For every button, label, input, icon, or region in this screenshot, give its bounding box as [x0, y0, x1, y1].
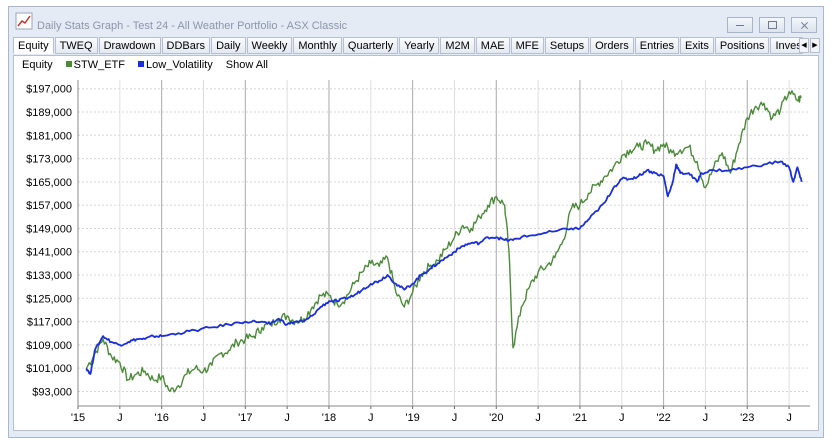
y-tick-label: $93,000 [32, 386, 72, 398]
x-tick-label: J [703, 412, 709, 424]
x-tick-label: '17 [238, 412, 252, 424]
x-tick-label: '23 [740, 412, 754, 424]
legend-swatch [65, 61, 72, 67]
legend-swatch [138, 61, 145, 67]
tab-tweq[interactable]: TWEQ [54, 37, 98, 54]
legend-item-stw-etf[interactable]: STW_ETF [65, 59, 125, 71]
tab-exits[interactable]: Exits [680, 37, 714, 54]
tab-investments[interactable]: Inves [770, 37, 803, 54]
x-tick-label: J [535, 412, 541, 424]
tab-m2m[interactable]: M2M [440, 37, 475, 54]
x-tick-label: J [117, 412, 123, 424]
x-tick-label: '21 [573, 412, 587, 424]
tab-equity[interactable]: Equity [13, 37, 54, 54]
maximize-button[interactable] [759, 17, 785, 33]
window-title: Daily Stats Graph - Test 24 - All Weathe… [37, 20, 348, 32]
stats-window: Daily Stats Graph - Test 24 - All Weathe… [8, 6, 824, 438]
y-tick-label: $141,000 [26, 247, 72, 259]
chart-graph-icon [15, 12, 33, 30]
y-tick-label: $149,000 [26, 223, 72, 235]
tab-weekly[interactable]: Weekly [246, 37, 293, 54]
x-tick-label: J [284, 412, 290, 424]
tab-mfe[interactable]: MFE [510, 37, 544, 54]
x-tick-label: J [619, 412, 625, 424]
tab-ddbars[interactable]: DDBars [161, 37, 211, 54]
tab-scroll-buttons: ◀ ▶ [799, 38, 821, 53]
minimize-button[interactable] [727, 17, 753, 33]
equity-chart: $197,000 $189,000 $181,000 $173,000 $165,000… [26, 80, 810, 424]
tab-orders[interactable]: Orders [590, 37, 634, 54]
x-tick-label: '18 [322, 412, 336, 424]
tab-monthly[interactable]: Monthly [293, 37, 342, 54]
title-bar: Daily Stats Graph - Test 24 - All Weathe… [9, 7, 823, 37]
x-tick-label: J [201, 412, 207, 424]
tab-positions[interactable]: Positions [714, 37, 770, 54]
x-tick-label: '22 [656, 412, 670, 424]
y-tick-label: $173,000 [26, 154, 72, 166]
scroll-left-icon[interactable]: ◀ [799, 38, 809, 53]
tab-setups[interactable]: Setups [544, 37, 590, 54]
tab-drawdown[interactable]: Drawdown [98, 37, 161, 54]
y-tick-label: $125,000 [26, 293, 72, 305]
y-tick-label: $181,000 [26, 130, 72, 142]
tab-entries[interactable]: Entries [634, 37, 679, 54]
x-tick-label: '15 [71, 412, 85, 424]
scroll-right-icon[interactable]: ▶ [810, 38, 820, 53]
y-tick-label: $133,000 [26, 270, 72, 282]
y-tick-label: $157,000 [26, 200, 72, 212]
legend-item-low-volatility[interactable]: Low_Volatility [138, 59, 213, 71]
show-all-button[interactable]: Show All [225, 59, 268, 71]
series-line-low-volatility [85, 160, 803, 375]
y-tick-label: $189,000 [26, 107, 72, 119]
close-button[interactable] [791, 17, 817, 33]
tab-yearly[interactable]: Yearly [399, 37, 440, 54]
x-tick-label: '16 [154, 412, 168, 424]
x-tick-label: J [452, 412, 458, 424]
legend: Equity STW_ETF Low_Volatility Show All [22, 59, 278, 75]
tab-daily[interactable]: Daily [211, 37, 246, 54]
tab-mae[interactable]: MAE [475, 37, 510, 54]
y-tick-label: $109,000 [26, 340, 72, 352]
tab-bar: Equity TWEQ Drawdown DDBars Daily Weekly Month… [13, 37, 803, 55]
x-tick-label: J [786, 412, 792, 424]
series-line-stw-etf [85, 90, 802, 393]
y-tick-label: $197,000 [26, 84, 72, 96]
x-tick-label: '19 [405, 412, 419, 424]
legend-label: STW_ETF [73, 59, 125, 71]
x-tick-label: '20 [489, 412, 503, 424]
tab-quarterly[interactable]: Quarterly [342, 37, 399, 54]
legend-label: Low_Volatility [146, 59, 213, 71]
chart-panel: $197,000 $189,000 $181,000 $173,000 $165,000… [13, 55, 819, 431]
y-tick-label: $101,000 [26, 363, 72, 375]
x-tick-label: J [368, 412, 374, 424]
y-tick-label: $117,000 [27, 317, 72, 329]
legend-title: Equity [22, 59, 53, 71]
y-tick-label: $165,000 [26, 177, 72, 189]
